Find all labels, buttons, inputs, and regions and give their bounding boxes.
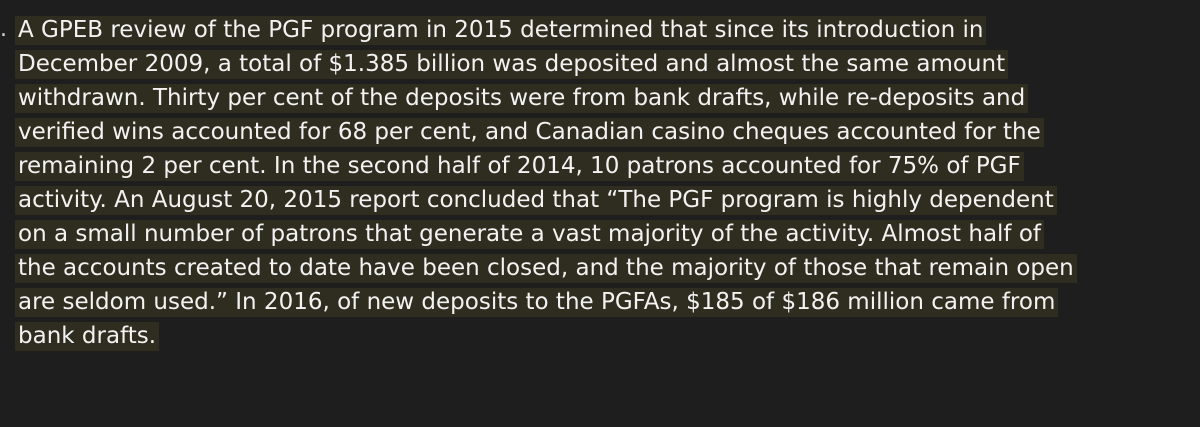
paragraph-line: on a small number of patrons that genera… — [15, 217, 1200, 251]
paragraph-line-text: A GPEB review of the PGF program in 2015… — [15, 16, 987, 45]
paragraph-line-text: bank drafts. — [15, 322, 160, 351]
paragraph-line: verified wins accounted for 68 per cent,… — [15, 115, 1200, 149]
paragraph: A GPEB review of the PGF program in 2015… — [15, 13, 1200, 353]
list-bullet: . — [0, 17, 7, 42]
paragraph-line-text: remaining 2 per cent. In the second half… — [15, 152, 1024, 181]
paragraph-line: A GPEB review of the PGF program in 2015… — [15, 13, 1200, 47]
paragraph-line: the accounts created to date have been c… — [15, 251, 1200, 285]
paragraph-line-text: the accounts created to date have been c… — [15, 254, 1077, 283]
paragraph-line-text: withdrawn. Thirty per cent of the deposi… — [15, 84, 1029, 113]
paragraph-line: activity. An August 20, 2015 report conc… — [15, 183, 1200, 217]
paragraph-line-text: verified wins accounted for 68 per cent,… — [15, 118, 1044, 147]
paragraph-line: bank drafts. — [15, 319, 1200, 353]
paragraph-line-text: on a small number of patrons that genera… — [15, 220, 1045, 249]
paragraph-line: remaining 2 per cent. In the second half… — [15, 149, 1200, 183]
paragraph-line-text: activity. An August 20, 2015 report conc… — [15, 186, 1057, 215]
paragraph-line: December 2009, a total of $1.385 billion… — [15, 47, 1200, 81]
paragraph-line-text: December 2009, a total of $1.385 billion… — [15, 50, 1009, 79]
paragraph-line-text: are seldom used.” In 2016, of new deposi… — [15, 288, 1059, 317]
paragraph-line: are seldom used.” In 2016, of new deposi… — [15, 285, 1200, 319]
paragraph-line: withdrawn. Thirty per cent of the deposi… — [15, 81, 1200, 115]
